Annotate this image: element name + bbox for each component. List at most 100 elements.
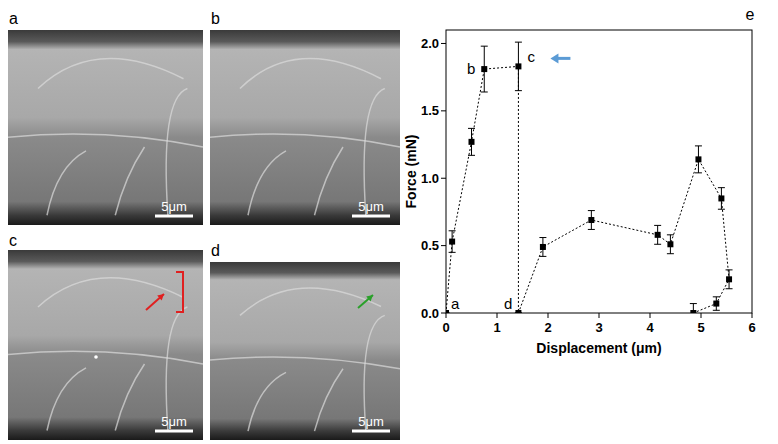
data-point: [718, 195, 724, 201]
x-tick-label: 0: [442, 320, 449, 335]
arrow-shaft: [146, 294, 164, 310]
grain-boundary: [38, 278, 184, 307]
error-bar-cap: [718, 209, 725, 210]
panel-letter: e: [746, 6, 755, 23]
x-tick-label: 4: [646, 320, 654, 335]
y-tick-label: 0.0: [421, 306, 439, 321]
grain-boundary: [115, 364, 144, 431]
scale-bar-label: 5μm: [358, 414, 384, 429]
micrograph: [8, 30, 203, 225]
scale-bar-label: 5μm: [358, 199, 384, 214]
error-bar: [539, 238, 546, 257]
y-tick-label: 1.0: [421, 171, 439, 186]
data-point: [695, 156, 701, 162]
y-tick-label: 0.5: [421, 238, 439, 253]
error-bar: [468, 128, 475, 155]
error-bar-cap: [690, 303, 697, 304]
x-tick: [599, 313, 600, 318]
error-bar: [690, 304, 697, 313]
y-tick-label: 2.0: [421, 36, 439, 51]
error-bar-cap: [713, 310, 720, 311]
y-axis-title: Force (mN): [403, 135, 419, 209]
grain-boundary: [240, 59, 381, 89]
x-tick-label: 2: [544, 320, 551, 335]
micrograph-panel: 5μm: [210, 30, 400, 225]
error-bar: [718, 188, 725, 210]
grain-boundary: [8, 351, 203, 364]
error-bar: [667, 235, 674, 254]
x-tick-label: 5: [697, 320, 704, 335]
x-tick-label: 6: [748, 320, 755, 335]
data-marks: [446, 42, 733, 313]
error-bar-cap: [726, 269, 733, 270]
point-annotation: b: [467, 60, 475, 77]
point-annotation: d: [504, 295, 512, 312]
dot: [94, 355, 98, 359]
grain-boundary: [248, 151, 286, 215]
plot-frame: [446, 30, 752, 313]
grain-boundary: [364, 89, 385, 216]
error-bar-cap: [726, 288, 733, 289]
micrograph: [210, 262, 400, 440]
grain-boundary: [47, 151, 86, 215]
x-tick: [446, 313, 447, 318]
error-bar-cap: [481, 91, 488, 92]
error-bar: [515, 42, 522, 91]
arrow-head: [550, 53, 558, 63]
grain-boundary: [166, 89, 187, 216]
error-bar-cap: [468, 128, 475, 129]
grain-boundary: [210, 134, 400, 147]
x-tick-label: 3: [595, 320, 602, 335]
data-point: [655, 232, 661, 238]
error-bar-cap: [481, 46, 488, 47]
grain-boundary: [315, 147, 344, 215]
grain-boundary: [115, 147, 144, 215]
x-tick: [497, 313, 498, 318]
series-line: [446, 66, 729, 313]
data-point: [446, 310, 449, 313]
error-bar-cap: [449, 252, 456, 253]
micrograph: [210, 30, 400, 225]
x-tick: [548, 313, 549, 318]
error-bar: [481, 46, 488, 92]
y-tick: [441, 110, 446, 111]
x-tick: [650, 313, 651, 318]
micrograph-panel: 5μm: [8, 30, 203, 225]
bracket: [176, 272, 183, 312]
grain-boundary: [47, 368, 86, 431]
data-point: [449, 239, 455, 245]
arrow-shaft: [556, 57, 570, 60]
data-point: [540, 244, 546, 250]
error-bar: [713, 297, 720, 310]
x-axis-title: Displacement (μm): [536, 340, 661, 356]
figure: 5μma5μmb5μmc5μmd01234560.00.51.01.52.0Di…: [0, 0, 778, 444]
error-bar-cap: [588, 229, 595, 230]
grain-boundary: [240, 288, 381, 315]
data-point: [690, 310, 696, 313]
data-point: [588, 217, 594, 223]
data-point: [667, 241, 673, 247]
panel-letter: d: [211, 242, 220, 259]
grain-boundary: [166, 307, 187, 431]
error-bar-cap: [515, 42, 522, 43]
error-bar-cap: [695, 145, 702, 146]
x-tick-label: 1: [493, 320, 500, 335]
scale-bar-label: 5μm: [161, 414, 187, 429]
data-point: [713, 301, 719, 307]
scale-bar: [155, 430, 193, 433]
grain-boundary: [210, 357, 400, 369]
grain-boundary: [8, 134, 203, 147]
error-bar-cap: [588, 210, 595, 211]
point-annotation: a: [451, 295, 460, 312]
error-bar-cap: [713, 296, 720, 297]
y-tick: [441, 313, 446, 314]
grain-boundary: [38, 59, 184, 89]
x-tick: [752, 313, 753, 318]
error-bar: [449, 231, 456, 253]
error-bar-cap: [667, 234, 674, 235]
scale-bar: [155, 215, 193, 218]
y-tick: [441, 43, 446, 44]
annotation-arrow: [550, 53, 570, 63]
data-point: [469, 139, 475, 145]
error-bar-cap: [667, 253, 674, 254]
